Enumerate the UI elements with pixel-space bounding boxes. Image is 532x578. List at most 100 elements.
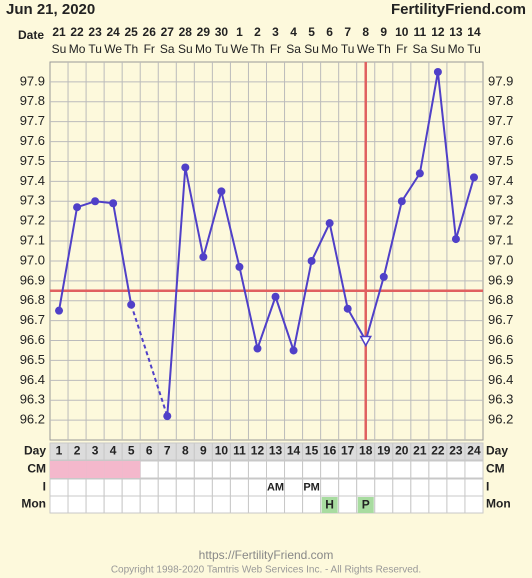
row-cell [356, 460, 376, 479]
row-cell [464, 460, 484, 479]
weekday-label: Sa [413, 42, 428, 56]
day-number: 24 [467, 444, 481, 458]
weekday-label: Th [377, 42, 391, 56]
y-tick-label-right: 97.7 [488, 113, 513, 128]
weekday-label: Su [431, 42, 446, 56]
row-cell [374, 460, 394, 479]
temp-point [433, 67, 442, 76]
date-label: Date [18, 28, 44, 42]
y-tick-label-right: 97.3 [488, 193, 513, 208]
row-label-right: CM [486, 462, 505, 476]
weekday-label: Tu [215, 42, 229, 56]
row-cell [320, 478, 340, 497]
row-cell [157, 495, 177, 514]
day-number: 15 [305, 444, 319, 458]
row-label: Mon [21, 497, 46, 511]
day-number: 18 [359, 444, 373, 458]
footer-copyright: Copyright 1998-2020 Tamtris Web Services… [111, 565, 421, 576]
row-cell [392, 460, 412, 479]
monitor-cell [321, 497, 338, 513]
date-label: 4 [290, 25, 297, 39]
date-label: 9 [380, 25, 387, 39]
y-tick-label: 97.4 [20, 173, 45, 188]
date-label: 2 [254, 25, 261, 39]
day-number: 8 [182, 444, 189, 458]
row-cell [464, 442, 484, 461]
day-number: 5 [128, 444, 135, 458]
row-cell [446, 460, 466, 479]
row-cell [266, 460, 286, 479]
date-label: 6 [326, 25, 333, 39]
date-label: 25 [125, 25, 139, 39]
day-number: 21 [413, 444, 427, 458]
row-cell [247, 460, 267, 479]
y-tick-label-right: 97.5 [488, 153, 513, 168]
weekday-label: We [231, 42, 249, 56]
y-tick-label: 96.9 [20, 272, 45, 287]
row-cell [175, 495, 195, 514]
intercourse-entry: PM [303, 481, 320, 493]
temp-point [397, 197, 406, 206]
row-cell [139, 460, 159, 479]
day-number: 1 [56, 444, 63, 458]
temp-point [235, 262, 244, 271]
y-tick-label: 97.0 [20, 252, 45, 267]
temp-point [451, 235, 460, 244]
day-number: 14 [287, 444, 301, 458]
date-label: 8 [362, 25, 369, 39]
weekday-label: Mo [448, 42, 465, 56]
y-tick-label: 96.2 [20, 412, 45, 427]
date-label: 7 [344, 25, 351, 39]
y-tick-label-right: 96.8 [488, 292, 513, 307]
temp-point [271, 292, 280, 301]
row-cell [175, 478, 195, 497]
y-tick-label: 96.6 [20, 332, 45, 347]
row-cell [85, 495, 105, 514]
temp-point [91, 197, 100, 206]
row-cell [229, 478, 249, 497]
temp-line [166, 71, 475, 417]
weekday-label: Fr [144, 42, 155, 56]
date-label: 11 [414, 25, 427, 39]
y-tick-label: 97.8 [20, 93, 45, 108]
row-cell [338, 460, 358, 479]
row-label-right: I [486, 480, 489, 494]
temp-point [181, 163, 190, 172]
temp-point [163, 412, 172, 421]
gap-connector [130, 304, 169, 417]
row-cell [193, 460, 213, 479]
day-number: 2 [74, 444, 81, 458]
day-number: 22 [431, 444, 445, 458]
weekday-label: Mo [69, 42, 86, 56]
temp-point [73, 203, 82, 212]
y-tick-label: 97.9 [20, 73, 45, 88]
day-number: 20 [395, 444, 409, 458]
temp-point [199, 252, 208, 261]
weekday-label: Su [52, 42, 67, 56]
row-cell [410, 478, 430, 497]
date-label: 26 [143, 25, 157, 39]
date-label: 22 [70, 25, 84, 39]
row-cell [284, 460, 304, 479]
row-cell [211, 495, 231, 514]
temp-point [289, 346, 298, 355]
y-tick-label: 96.3 [20, 392, 45, 407]
y-tick-label-right: 97.4 [488, 173, 513, 188]
site-name: FertilityFriend.com [391, 1, 526, 18]
row-cell [193, 495, 213, 514]
row-cell [229, 495, 249, 514]
row-cell [338, 478, 358, 497]
row-cell [446, 495, 466, 514]
y-tick-label-right: 97.6 [488, 133, 513, 148]
row-label-right: Day [486, 444, 508, 458]
row-cell [67, 478, 87, 497]
temp-point [379, 272, 388, 281]
day-number: 17 [341, 444, 355, 458]
date-label: 28 [179, 25, 193, 39]
row-cell [49, 495, 69, 514]
row-cell [392, 495, 412, 514]
temp-point [469, 173, 478, 182]
row-cell [211, 478, 231, 497]
y-tick-label: 97.3 [20, 193, 45, 208]
